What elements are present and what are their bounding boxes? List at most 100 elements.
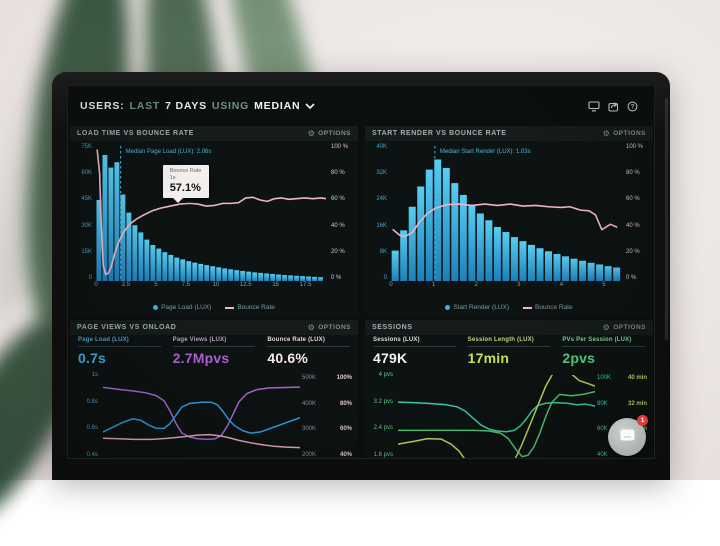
axis-label: 80 %: [626, 170, 640, 176]
line-series: [103, 387, 300, 439]
panel-header: SESSIONS ⚙OPTIONS: [365, 320, 653, 335]
axis-label: 1s: [92, 372, 98, 378]
chart-canvas[interactable]: [398, 375, 595, 458]
panel-title: SESSIONS: [372, 324, 413, 331]
metric: Page Views (LUX)2.7Mpvs: [173, 337, 256, 366]
days-label: 7 DAYS: [165, 100, 207, 112]
axis-label: 32 min: [628, 401, 647, 407]
bar: [282, 275, 287, 281]
bar: [579, 261, 586, 281]
bar: [192, 263, 197, 281]
axis-label: 80K: [597, 401, 608, 407]
legend-item[interactable]: Bounce Rate: [225, 304, 275, 311]
gear-icon: ⚙: [603, 130, 611, 138]
axis-label: 80%: [340, 401, 352, 407]
bar: [605, 266, 612, 281]
options-button[interactable]: ⚙OPTIONS: [603, 130, 646, 138]
axis-label: 60 %: [626, 196, 640, 202]
panel-page-views-vs-onload: PAGE VIEWS VS ONLOAD ⚙OPTIONS Page Load …: [70, 320, 358, 458]
bar: [511, 237, 518, 281]
options-button[interactable]: ⚙OPTIONS: [308, 324, 351, 332]
axis-label: 40 %: [331, 223, 345, 229]
x-tick-label: 7.5: [182, 282, 190, 288]
metric: Sessions (LUX)479K: [373, 337, 456, 366]
chart-canvas[interactable]: [103, 375, 300, 458]
panel-title: START RENDER VS BOUNCE RATE: [372, 130, 507, 137]
bar: [168, 255, 173, 281]
axis-label: 500K: [302, 375, 316, 381]
options-button[interactable]: ⚙OPTIONS: [308, 130, 351, 138]
bar: [150, 245, 155, 281]
options-label: OPTIONS: [613, 324, 646, 331]
bar: [562, 256, 569, 281]
axis-label: 40K: [597, 452, 608, 458]
metric: PVs Per Session (LUX)2pvs: [562, 337, 645, 366]
laptop-bezel: USERS: LAST 7 DAYS USING MEDIAN ? LOAD T…: [52, 72, 670, 480]
bar: [468, 205, 475, 281]
axis-label: 60 %: [331, 196, 345, 202]
bar: [392, 251, 399, 281]
bar: [294, 276, 299, 281]
bar: [312, 277, 317, 281]
axis-label: 200K: [302, 452, 316, 458]
axis-label: 0.4s: [87, 452, 98, 458]
median-label: MEDIAN: [254, 100, 300, 112]
axis-label: 2.4 pvs: [374, 425, 393, 431]
axis-label: 40 min: [628, 375, 647, 381]
bar: [114, 162, 119, 281]
bar: [204, 265, 209, 281]
chart-canvas[interactable]: [96, 146, 326, 281]
share-icon[interactable]: [608, 101, 619, 112]
metric-label: Page Load (LUX): [78, 337, 161, 347]
bar: [417, 187, 424, 282]
x-tick-label: 10: [212, 282, 219, 288]
chat-widget-button[interactable]: 1: [608, 418, 646, 456]
axis-label: 60%: [340, 426, 352, 432]
chart-canvas[interactable]: [391, 146, 621, 281]
users-label: USERS:: [80, 100, 124, 112]
legend-label: Page Load (LUX): [161, 304, 211, 311]
bar: [264, 273, 269, 281]
bar: [222, 268, 227, 281]
bar: [502, 232, 509, 281]
panel-header: PAGE VIEWS VS ONLOAD ⚙OPTIONS: [70, 320, 358, 335]
bar: [198, 264, 203, 281]
metric-label: Bounce Rate (LUX): [267, 337, 350, 347]
axis-label: 75K: [81, 144, 92, 150]
display-icon[interactable]: [588, 101, 600, 112]
chart-legend: Start Render (LUX) Bounce Rate: [365, 304, 653, 311]
message-icon: [619, 428, 636, 447]
using-label: USING: [212, 100, 249, 112]
legend-item[interactable]: Bounce Rate: [523, 304, 573, 311]
plot: [398, 375, 595, 458]
x-tick-label: 2.5: [122, 282, 130, 288]
date-range-dropdown[interactable]: USERS: LAST 7 DAYS USING MEDIAN: [80, 100, 315, 112]
bar: [210, 266, 215, 281]
metric-value: 2pvs: [562, 350, 645, 366]
bar: [451, 183, 458, 281]
bar: [494, 227, 501, 281]
options-button[interactable]: ⚙OPTIONS: [603, 324, 646, 332]
panel-title: PAGE VIEWS VS ONLOAD: [77, 324, 176, 331]
bar: [306, 277, 311, 282]
legend-item[interactable]: Start Render (LUX): [445, 304, 509, 311]
tooltip-title: Bounce Rate: [170, 168, 202, 175]
axis-label: 40 %: [626, 223, 640, 229]
help-icon[interactable]: ?: [627, 101, 638, 112]
axis-label: 100 %: [626, 144, 643, 150]
bar: [460, 195, 467, 281]
legend-item[interactable]: Page Load (LUX): [153, 304, 211, 311]
metric-label: Session Length (LUX): [468, 337, 551, 347]
metric-value: 2.7Mpvs: [173, 350, 256, 366]
bar: [477, 214, 484, 282]
